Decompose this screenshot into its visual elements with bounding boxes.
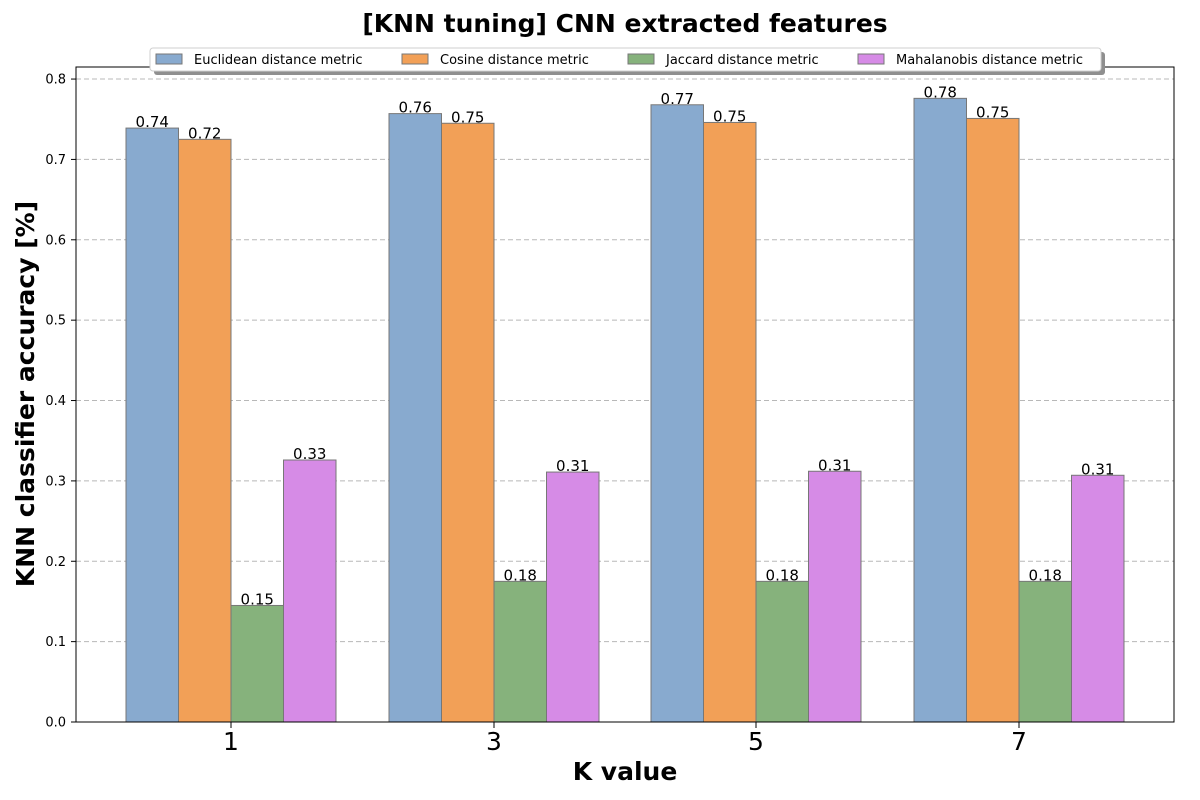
bar-value-label: 0.31 bbox=[556, 457, 589, 475]
data-labels: 0.74 0.76 0.77 0.78 0.72 0.75 0.75 0.75 0.15 0.18… bbox=[136, 83, 1115, 608]
y-tick-label: 0.3 bbox=[45, 474, 66, 489]
legend-swatch bbox=[627, 53, 655, 65]
y-axis-label: KNN classifier accuracy [%] bbox=[11, 201, 40, 587]
x-axis: 1 3 5 7 bbox=[223, 722, 1027, 756]
y-tick-label: 0.0 bbox=[45, 716, 66, 731]
legend: Euclidean distance metric Cosine distance… bbox=[149, 47, 1105, 75]
bar bbox=[493, 580, 547, 723]
bar-value-label: 0.74 bbox=[136, 113, 169, 131]
bar-value-label: 0.78 bbox=[924, 83, 957, 101]
bar-value-label: 0.33 bbox=[293, 445, 326, 463]
bar bbox=[808, 470, 862, 723]
bars bbox=[125, 97, 1125, 723]
bar bbox=[230, 604, 284, 723]
bar-value-label: 0.18 bbox=[1029, 566, 1062, 584]
y-tick-label: 0.4 bbox=[45, 394, 66, 409]
x-axis-label: K value bbox=[573, 757, 678, 786]
y-tick-label: 0.5 bbox=[45, 314, 66, 329]
bar bbox=[755, 580, 809, 723]
x-tick-label: 3 bbox=[486, 727, 502, 756]
legend-item-label: Cosine distance metric bbox=[440, 53, 589, 68]
bar-value-label: 0.18 bbox=[504, 566, 537, 584]
bar bbox=[650, 104, 704, 723]
bar bbox=[178, 138, 232, 723]
bar-value-label: 0.18 bbox=[766, 566, 799, 584]
bar bbox=[125, 127, 179, 723]
bar-value-label: 0.77 bbox=[661, 90, 694, 108]
bar bbox=[1071, 474, 1125, 723]
y-tick-label: 0.7 bbox=[45, 153, 66, 168]
bar bbox=[388, 113, 442, 723]
legend-item-label: Mahalanobis distance metric bbox=[896, 53, 1083, 68]
bar bbox=[283, 459, 337, 723]
bar bbox=[966, 117, 1020, 723]
bar-value-label: 0.15 bbox=[241, 590, 274, 608]
bar-value-label: 0.75 bbox=[713, 107, 746, 125]
legend-swatch bbox=[401, 53, 429, 65]
bar bbox=[1018, 580, 1072, 723]
y-tick-label: 0.6 bbox=[45, 233, 66, 248]
legend-swatch bbox=[155, 53, 183, 65]
bar-value-label: 0.75 bbox=[451, 108, 484, 126]
x-tick-label: 5 bbox=[748, 727, 764, 756]
chart-title: [KNN tuning] CNN extracted features bbox=[362, 9, 887, 38]
bar bbox=[441, 122, 495, 723]
x-tick-label: 1 bbox=[223, 727, 239, 756]
y-axis: 0.0 0.1 0.2 0.3 0.4 0.5 0.6 0.7 0.8 bbox=[45, 73, 76, 731]
bar-value-label: 0.76 bbox=[399, 99, 432, 117]
y-tick-label: 0.8 bbox=[45, 73, 66, 88]
legend-item-label: Jaccard distance metric bbox=[665, 53, 819, 68]
bar bbox=[913, 97, 967, 723]
y-tick-label: 0.1 bbox=[45, 635, 66, 650]
bar bbox=[546, 471, 600, 723]
y-tick-label: 0.2 bbox=[45, 555, 66, 570]
bar-value-label: 0.72 bbox=[188, 124, 221, 142]
bar bbox=[703, 121, 757, 723]
x-tick-label: 7 bbox=[1011, 727, 1027, 756]
bar-value-label: 0.31 bbox=[1081, 460, 1114, 478]
bar-value-label: 0.31 bbox=[818, 456, 851, 474]
legend-item-label: Euclidean distance metric bbox=[194, 53, 363, 68]
legend-swatch bbox=[857, 53, 885, 65]
bar-value-label: 0.75 bbox=[976, 103, 1009, 121]
